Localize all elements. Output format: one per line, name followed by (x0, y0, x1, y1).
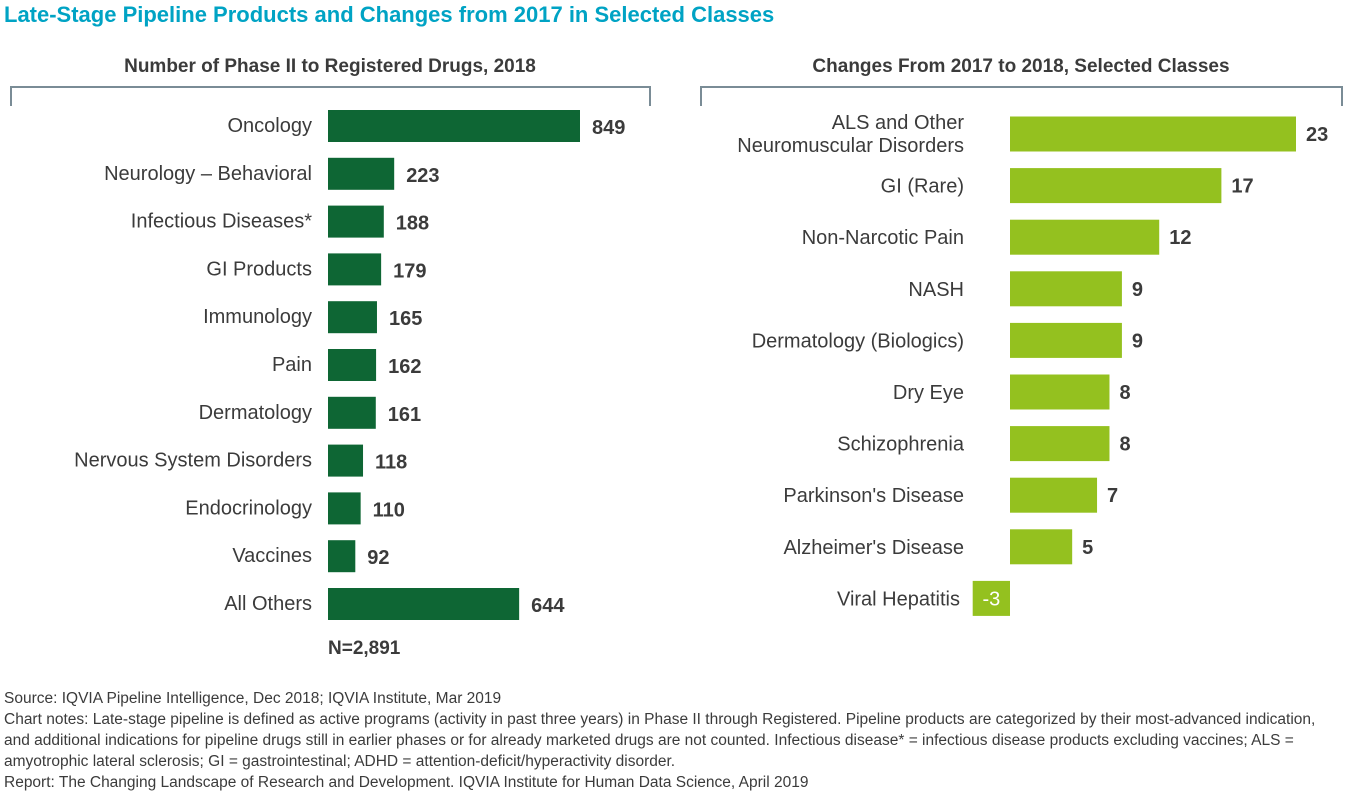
right-bar-3 (1010, 271, 1122, 307)
right-value-label-0: 23 (1306, 124, 1328, 146)
left-chart-bracket (10, 86, 651, 106)
right-bar-0 (1010, 116, 1296, 152)
right-category-line: Neuromuscular Disorders (737, 135, 964, 157)
right-category-line: Schizophrenia (837, 434, 965, 456)
source-note: Source: IQVIA Pipeline Intelligence, Dec… (4, 690, 502, 707)
left-value-label-9: 92 (367, 547, 389, 569)
right-category-line: GI (Rare) (881, 176, 964, 198)
right-bar-8 (1010, 529, 1073, 565)
right-category-label-3: NASH (908, 279, 964, 301)
left-bar-6 (328, 396, 376, 429)
right-bar-9 (972, 580, 1010, 616)
right-category-label-6: Schizophrenia (837, 434, 965, 456)
left-category-label-7: Nervous System Disorders (74, 450, 312, 472)
right-bar-5 (1010, 374, 1110, 410)
right-category-line: Viral Hepatitis (837, 588, 960, 610)
left-bar-7 (328, 444, 364, 477)
left-total-label: N=2,891 (328, 638, 401, 659)
right-category-line: Parkinson's Disease (783, 485, 964, 507)
left-category-label-10: All Others (224, 593, 312, 615)
right-value-label-9: -3 (982, 588, 1000, 610)
right-bar-2 (1010, 219, 1160, 255)
left-value-label-6: 161 (388, 404, 421, 426)
right-category-label-5: Dry Eye (893, 382, 964, 404)
left-value-label-4: 165 (389, 308, 422, 330)
right-value-label-4: 9 (1132, 330, 1143, 352)
right-category-label-0: ALS and Other Neuromuscular Disorders (737, 112, 964, 157)
left-category-label-9: Vaccines (232, 545, 312, 567)
left-value-label-5: 162 (388, 356, 421, 378)
right-category-line: ALS and Other (832, 112, 965, 134)
left-category-label-2: Infectious Diseases* (131, 211, 312, 233)
right-category-line: NASH (908, 279, 964, 301)
right-category-label-1: GI (Rare) (881, 176, 964, 198)
right-category-line: Non-Narcotic Pain (802, 227, 964, 249)
left-bar-1 (328, 157, 395, 190)
left-value-label-7: 118 (375, 452, 407, 474)
left-value-label-10: 644 (531, 595, 565, 617)
right-category-line: Dermatology (Biologics) (752, 330, 964, 352)
left-bar-10 (328, 588, 520, 620)
right-bar-7 (1010, 477, 1098, 513)
right-category-line: Alzheimer's Disease (783, 537, 964, 559)
right-category-line: Dry Eye (893, 382, 964, 404)
right-chart-title: Changes From 2017 to 2018, Selected Clas… (812, 56, 1230, 77)
left-category-label-0: Oncology (228, 115, 313, 137)
left-category-label-3: GI Products (206, 258, 312, 280)
chart-notes: Chart notes: Late-stage pipeline is defi… (4, 711, 1316, 770)
left-value-label-3: 179 (393, 260, 426, 282)
right-chart-bracket (700, 86, 1343, 106)
left-value-label-8: 110 (373, 499, 405, 521)
right-value-label-8: 5 (1082, 537, 1093, 559)
report-note: Report: The Changing Landscape of Resear… (4, 774, 809, 791)
main-title: Late-Stage Pipeline Products and Changes… (4, 2, 775, 27)
left-bar-0 (328, 110, 580, 142)
left-bar-8 (328, 492, 361, 525)
left-bar-3 (328, 253, 382, 286)
right-category-label-8: Alzheimer's Disease (783, 537, 964, 559)
left-chart-title: Number of Phase II to Registered Drugs, … (124, 56, 536, 77)
footer: Source: IQVIA Pipeline Intelligence, Dec… (4, 688, 1344, 793)
right-category-label-4: Dermatology (Biologics) (752, 330, 964, 352)
right-value-label-3: 9 (1132, 279, 1143, 301)
right-value-label-7: 7 (1107, 485, 1118, 507)
right-bar-1 (1010, 168, 1222, 204)
left-value-label-1: 223 (406, 165, 439, 187)
left-bar-5 (328, 349, 377, 381)
left-category-label-8: Endocrinology (185, 497, 312, 519)
right-value-label-1: 17 (1231, 176, 1253, 198)
left-value-label-2: 188 (396, 213, 429, 235)
right-value-label-5: 8 (1119, 382, 1130, 404)
left-category-label-1: Neurology – Behavioral (104, 163, 312, 185)
left-category-label-5: Pain (272, 354, 312, 376)
left-bar-2 (328, 205, 384, 238)
right-bar-4 (1010, 322, 1122, 358)
right-value-label-2: 12 (1169, 227, 1191, 249)
left-bar-9 (328, 540, 356, 573)
right-value-label-6: 8 (1119, 434, 1130, 456)
right-category-label-7: Parkinson's Disease (783, 485, 964, 507)
right-bar-6 (1010, 426, 1110, 462)
left-category-label-4: Immunology (203, 306, 312, 328)
right-category-label-9: Viral Hepatitis (837, 588, 960, 610)
left-bar-4 (328, 301, 377, 334)
left-category-label-6: Dermatology (199, 402, 312, 424)
right-category-label-2: Non-Narcotic Pain (802, 227, 964, 249)
left-value-label-0: 849 (592, 117, 625, 139)
